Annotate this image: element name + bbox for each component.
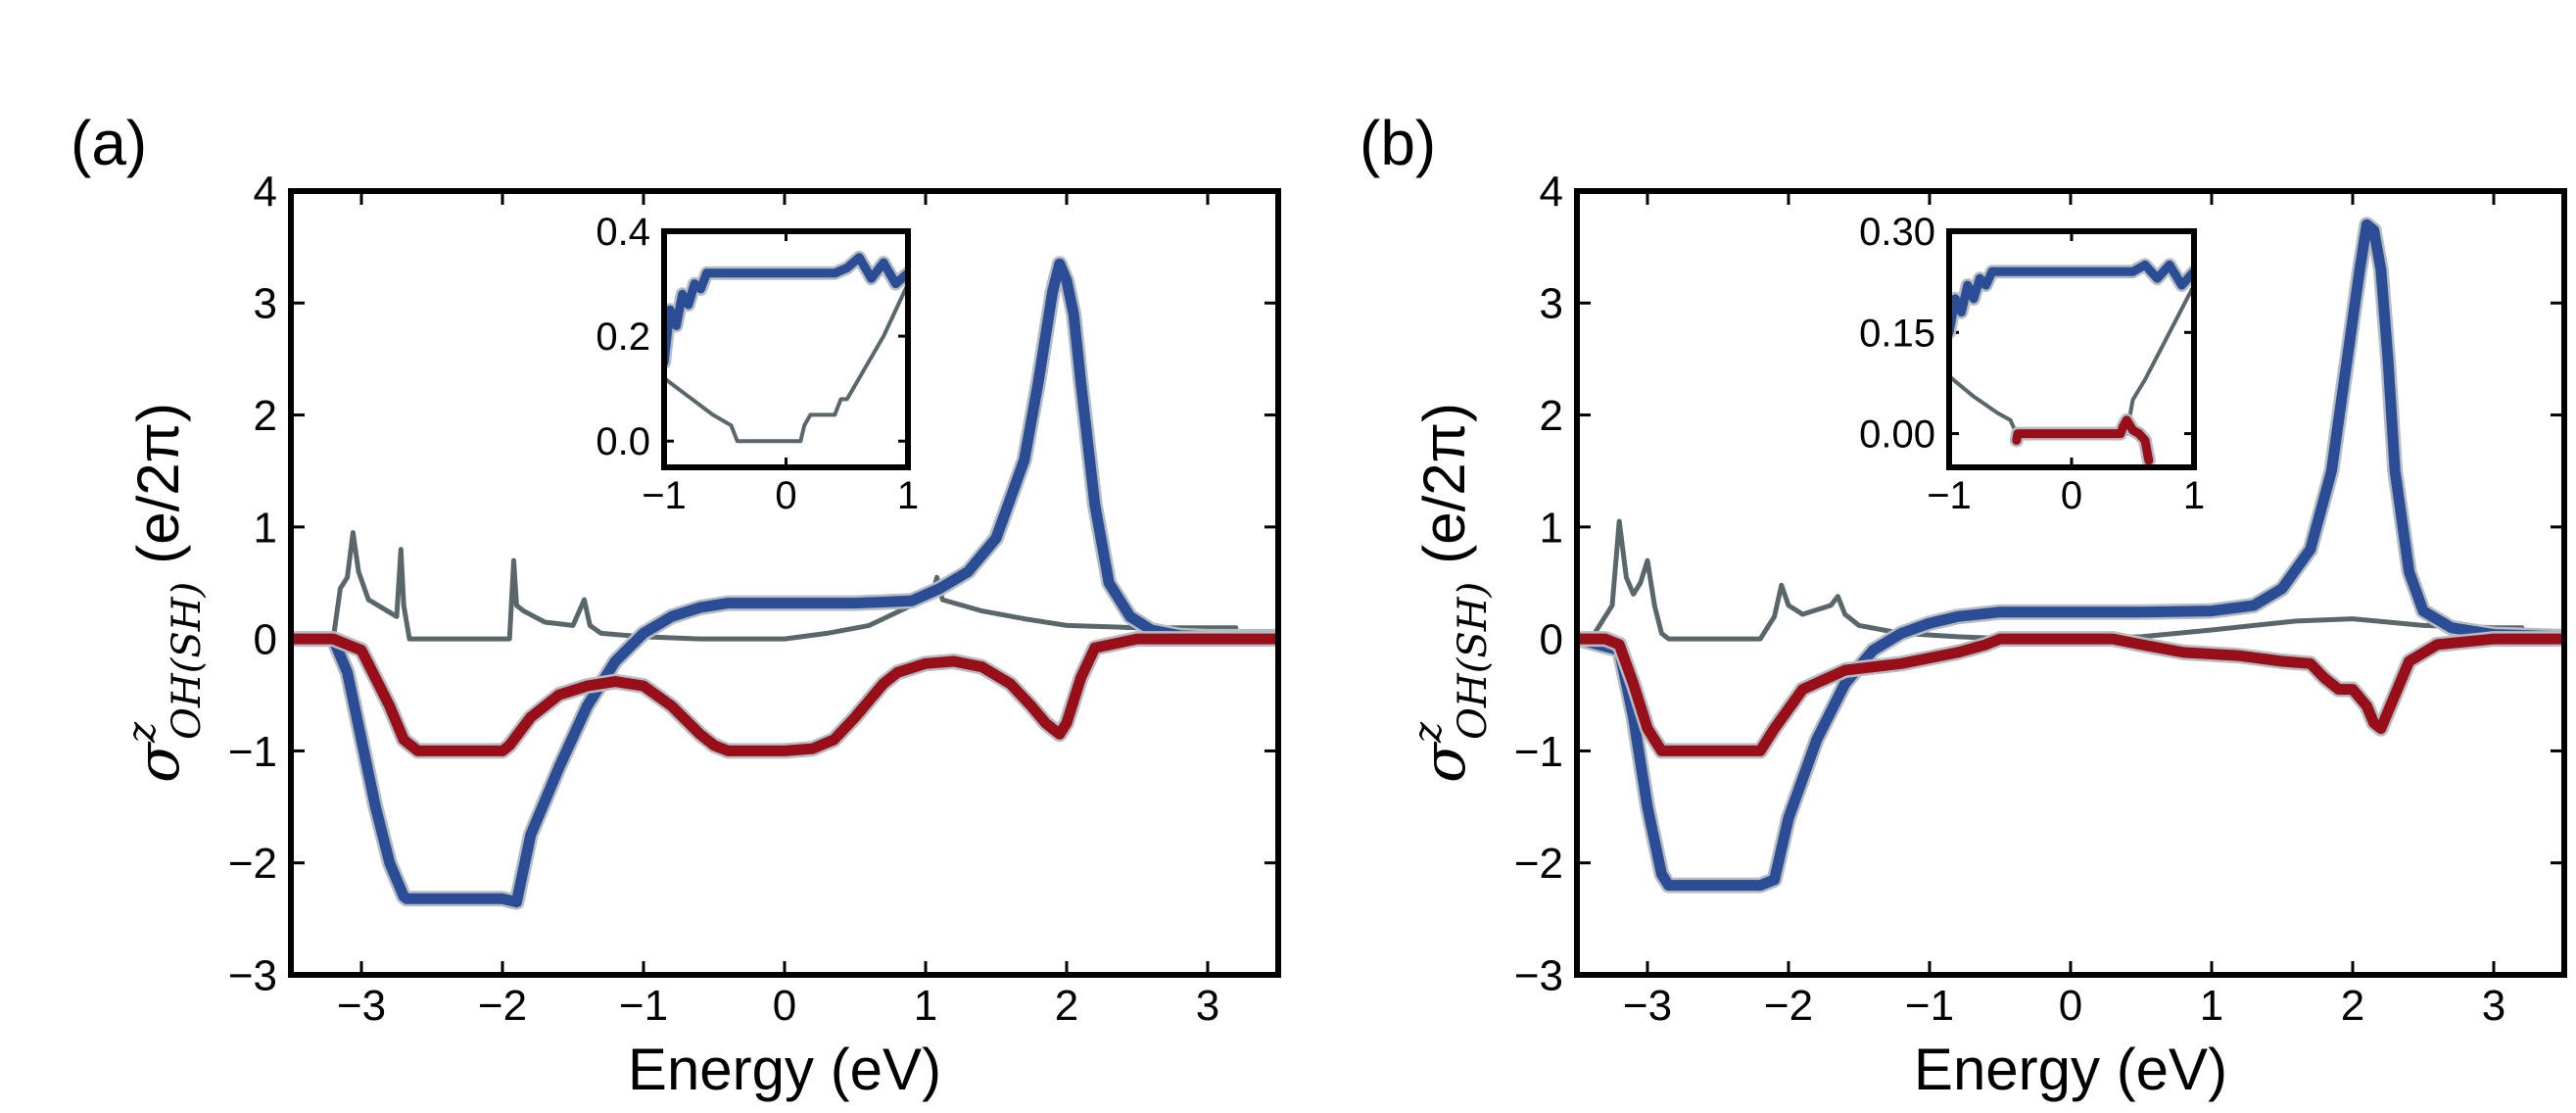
- series-blue-line: [1949, 260, 2194, 337]
- y-tick-label: −3: [1514, 951, 1563, 999]
- x-tick-label: −1: [642, 474, 687, 517]
- series-red-halo: [291, 631, 1278, 759]
- y-axis-superscript: z: [1406, 721, 1451, 744]
- y-tick-label: 0.30: [1859, 211, 1935, 254]
- x-tick-label: 1: [914, 982, 937, 1030]
- panel-label: (b): [1360, 108, 1436, 178]
- y-axis-subscript: OH(SH): [1451, 582, 1496, 740]
- series-blue: [291, 256, 1278, 910]
- series-blue: [1577, 217, 2564, 894]
- y-tick-label: −2: [228, 840, 277, 888]
- series-blue-line: [664, 253, 908, 367]
- x-tick-label: 2: [2341, 982, 2364, 1030]
- inset-plot-area: [1949, 258, 2194, 467]
- series-blue-line: [291, 258, 1278, 908]
- x-tick-label: 1: [2183, 474, 2205, 517]
- plot-area: [291, 256, 1278, 910]
- x-axis-title: Energy (eV): [1914, 1037, 2227, 1102]
- y-tick-label: 4: [254, 168, 277, 216]
- y-tick-label: 0.00: [1859, 413, 1935, 457]
- x-tick-label: −2: [478, 982, 527, 1030]
- x-tick-label: −3: [1623, 982, 1672, 1030]
- y-axis-title-text: σzOH(SH) (e/2π): [119, 403, 210, 783]
- y-tick-label: 1: [1540, 504, 1563, 552]
- y-axis-units: (e/2π): [125, 403, 191, 564]
- series-red-line: [2012, 415, 2154, 465]
- series-red: [1577, 631, 2564, 759]
- series-gray: [664, 281, 908, 444]
- x-tick-label: 3: [2482, 982, 2505, 1030]
- x-axis-title: Energy (eV): [628, 1037, 941, 1102]
- chart-panel-b: −3 −2 −1 0 1 2 3 −3 −2 −1 0 1 2 3 4 (b) Energy (eV) σzOH(…: [1360, 108, 2567, 1102]
- x-tick-label: 0: [773, 982, 796, 1030]
- main-axes: −3 −2 −1 0 1 2 3 −3 −2 −1 0 1 2 3 4: [228, 168, 1278, 1030]
- y-tick-label: 0.4: [596, 211, 650, 254]
- series-gray-line: [1577, 518, 2525, 642]
- series-gray: [291, 530, 1239, 642]
- series-red: [291, 631, 1278, 759]
- panel-label: (a): [71, 108, 147, 178]
- inset-frame: [1946, 228, 2197, 470]
- y-tick-label: 0: [254, 616, 277, 664]
- y-axis-sigma: σ: [124, 741, 193, 783]
- plot-frame: [288, 188, 1281, 978]
- y-tick-label: −2: [1514, 840, 1563, 888]
- inset-plot-area: [664, 250, 908, 444]
- chart-panel-a: −3 −2 −1 0 1 2 3 −3 −2 −1 0 1 2 3 4 (a) Energy (eV) σzOH(…: [71, 108, 1281, 1102]
- series-gray-line: [664, 281, 908, 444]
- y-tick-label: 3: [254, 280, 277, 328]
- y-tick-label: 1: [254, 504, 277, 552]
- inset-frame: [661, 228, 911, 470]
- x-tick-label: 3: [1196, 982, 1219, 1030]
- y-tick-label: −3: [228, 951, 277, 999]
- x-tick-label: 1: [2200, 982, 2223, 1030]
- inset-axes: −1 0 1 0.0 0.2 0.4: [596, 211, 919, 517]
- x-tick-label: −1: [1927, 474, 1972, 517]
- x-tick-label: 0: [2059, 982, 2082, 1030]
- y-axis-title-text: σzOH(SH) (e/2π): [1406, 403, 1496, 783]
- series-red-line: [1577, 633, 2564, 756]
- main-axes: −3 −2 −1 0 1 2 3 −3 −2 −1 0 1 2 3 4: [1514, 168, 2564, 1030]
- y-tick-label: 4: [1540, 168, 1563, 216]
- y-tick-label: −1: [228, 728, 277, 776]
- x-tick-label: −3: [337, 982, 386, 1030]
- series-blue: [664, 250, 908, 369]
- series-blue: [1949, 258, 2194, 340]
- y-axis-title: σzOH(SH) (e/2π): [119, 403, 210, 783]
- x-tick-label: 2: [1055, 982, 1078, 1030]
- y-axis-superscript: z: [119, 721, 165, 744]
- x-tick-label: −1: [619, 982, 668, 1030]
- series-gray-line: [291, 530, 1239, 642]
- y-tick-label: 0.0: [596, 420, 650, 463]
- y-axis-sigma: σ: [1410, 741, 1479, 783]
- inset: −1 0 1 0.00 0.15 0.30: [1859, 211, 2205, 517]
- inset: −1 0 1 0.0 0.2 0.4: [596, 211, 919, 517]
- x-tick-label: −2: [1764, 982, 1813, 1030]
- x-tick-label: 0: [775, 474, 796, 517]
- plot-area: [1577, 217, 2564, 894]
- y-axis-subscript: OH(SH): [165, 582, 210, 740]
- y-axis-title: σzOH(SH) (e/2π): [1406, 403, 1496, 783]
- x-tick-label: 1: [897, 474, 919, 517]
- y-tick-label: 2: [1540, 392, 1563, 440]
- series-blue-line: [1577, 218, 2564, 892]
- series-red-line: [291, 633, 1278, 756]
- y-axis-units: (e/2π): [1411, 403, 1477, 564]
- y-tick-label: 2: [254, 392, 277, 440]
- plot-frame: [1574, 188, 2567, 978]
- y-tick-label: 3: [1540, 280, 1563, 328]
- x-tick-label: 0: [2061, 474, 2082, 517]
- series-red: [2009, 412, 2156, 467]
- y-tick-label: 0: [1540, 616, 1563, 664]
- y-tick-label: −1: [1514, 728, 1563, 776]
- y-tick-label: 0.2: [596, 315, 650, 359]
- x-tick-label: −1: [1905, 982, 1954, 1030]
- y-tick-label: 0.15: [1859, 312, 1935, 355]
- series-gray: [1577, 518, 2525, 642]
